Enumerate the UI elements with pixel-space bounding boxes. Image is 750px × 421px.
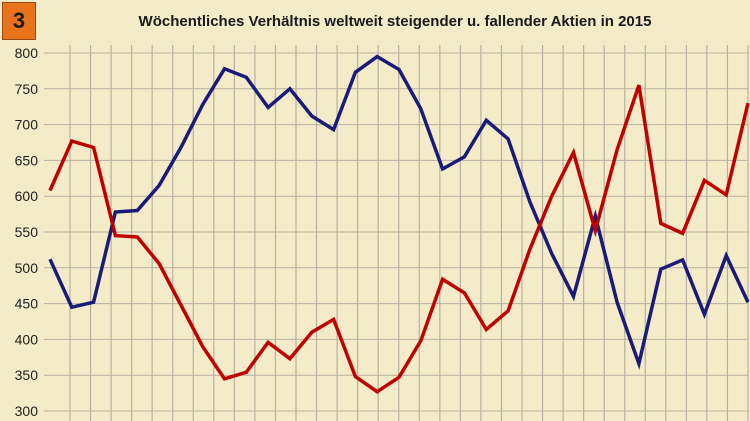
chart-number-badge: 3 (2, 2, 36, 40)
y-tick-label: 750 (15, 81, 39, 97)
y-tick-label: 400 (15, 331, 39, 347)
y-tick-label: 300 (15, 403, 39, 419)
series-line-2 (48, 84, 750, 394)
chart-title: Wöchentliches Verhältnis weltweit steige… (138, 12, 652, 30)
y-tick-label: 350 (15, 367, 39, 383)
y-tick-label: 450 (15, 296, 39, 312)
y-tick-label: 500 (15, 260, 39, 276)
y-tick-label: 600 (15, 188, 39, 204)
y-tick-label: 550 (15, 224, 39, 240)
vertical-gridlines (69, 45, 749, 421)
series-line-1 (48, 54, 750, 370)
series-lines (48, 54, 750, 394)
y-tick-label: 800 (15, 45, 39, 61)
y-tick-label: 650 (15, 152, 39, 168)
y-axis-tick-labels: 300 350 400 450 500 550 600 650 700 750 800 (15, 45, 39, 419)
y-tick-label: 700 (15, 117, 39, 133)
